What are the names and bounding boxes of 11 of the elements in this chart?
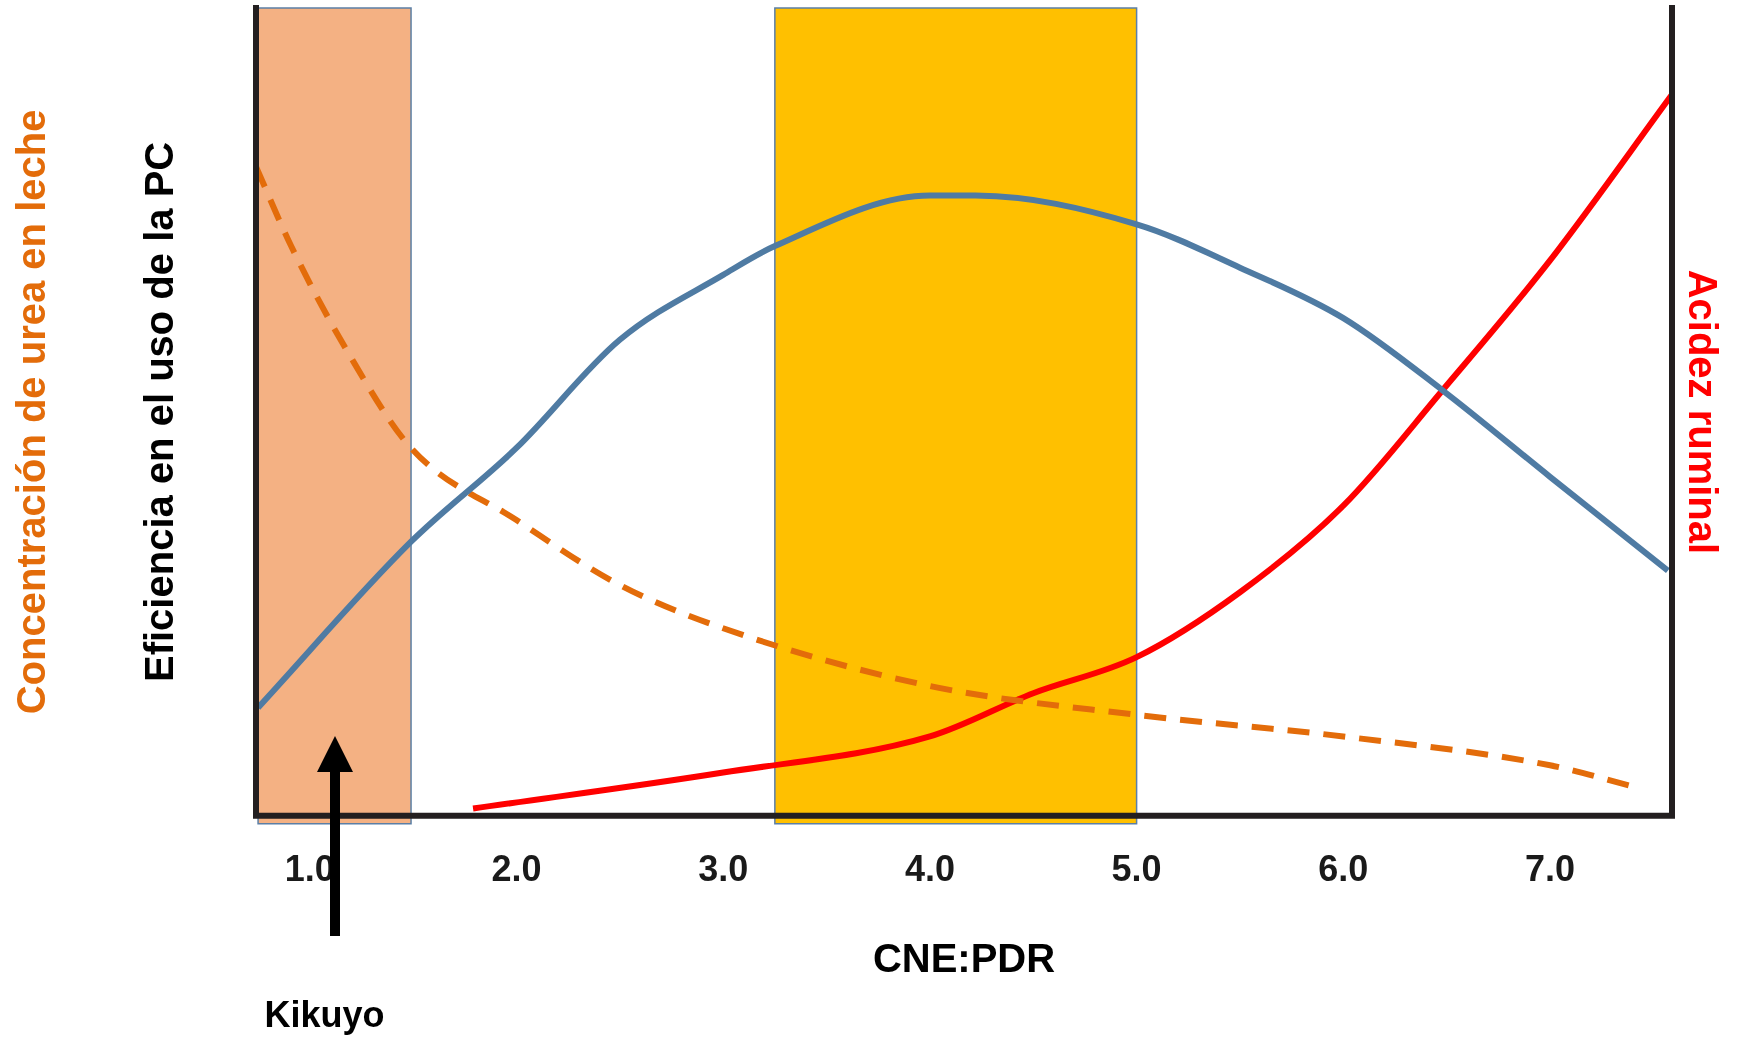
- x-tick-label: 3.0: [698, 848, 749, 890]
- x-tick-label: 5.0: [1111, 848, 1162, 890]
- x-axis-title: CNE:PDR: [872, 936, 1056, 981]
- y2-axis-title: Acidez ruminal: [1680, 269, 1725, 555]
- x-tick-label: 7.0: [1525, 848, 1576, 890]
- y-axis-title: Eficiencia en el uso de la PC: [137, 141, 182, 682]
- y3-axis-title: Concentración de urea en leche: [9, 109, 54, 715]
- x-tick-label: 4.0: [904, 848, 955, 890]
- text: Kikuyo: [264, 993, 385, 1035]
- x-tick-label: 2.0: [491, 848, 542, 890]
- x-tick-label: 6.0: [1318, 848, 1369, 890]
